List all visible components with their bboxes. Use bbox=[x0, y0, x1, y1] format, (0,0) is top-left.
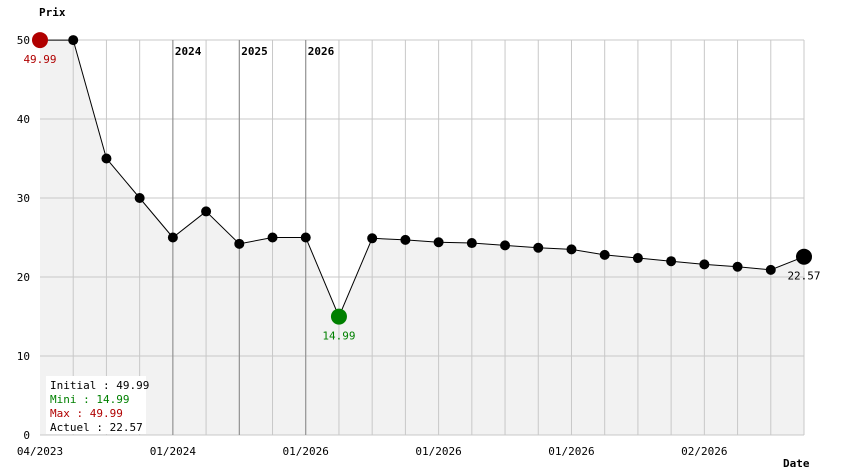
point bbox=[699, 259, 710, 270]
x-tick-label: 01/2024 bbox=[150, 445, 197, 458]
stats-text: Actuel : 22.57 bbox=[50, 421, 143, 434]
point bbox=[732, 261, 743, 272]
x-tick-label: 02/2026 bbox=[681, 445, 727, 458]
point bbox=[666, 256, 677, 267]
point bbox=[400, 234, 411, 245]
stats-box bbox=[46, 376, 146, 434]
point bbox=[632, 253, 643, 264]
point bbox=[167, 232, 178, 243]
point bbox=[433, 237, 444, 248]
data-label: 49.99 bbox=[23, 53, 56, 66]
point bbox=[566, 244, 577, 255]
y-axis-label: Prix bbox=[39, 6, 66, 19]
data-label: 22.57 bbox=[787, 270, 820, 283]
point bbox=[500, 240, 511, 251]
stats-text: Mini : 14.99 bbox=[50, 393, 129, 406]
data-label: 14.99 bbox=[322, 330, 355, 343]
point bbox=[101, 153, 112, 164]
highlight-point bbox=[796, 248, 812, 265]
x-tick-label: 01/2026 bbox=[283, 445, 329, 458]
point bbox=[367, 233, 378, 244]
y-tick-label: 50 bbox=[17, 34, 30, 47]
y-tick-label: 20 bbox=[17, 271, 30, 284]
x-tick-label: 01/2026 bbox=[415, 445, 461, 458]
y-tick-label: 0 bbox=[23, 429, 30, 442]
area-fill bbox=[40, 40, 804, 435]
point bbox=[68, 35, 79, 46]
point bbox=[300, 232, 311, 243]
point bbox=[466, 238, 477, 249]
price-line bbox=[40, 39, 805, 318]
point bbox=[533, 242, 544, 253]
point bbox=[765, 264, 776, 275]
point bbox=[134, 193, 145, 203]
highlight-point bbox=[330, 308, 347, 325]
y-tick-label: 40 bbox=[17, 113, 30, 126]
x-tick-label: 01/2026 bbox=[548, 445, 594, 458]
x-axis-label: Date bbox=[783, 457, 810, 470]
x-tick-label: 04/2023 bbox=[17, 445, 63, 458]
y-tick-label: 10 bbox=[17, 350, 30, 363]
year-label: 2026 bbox=[308, 45, 335, 58]
stats-text: Max : 49.99 bbox=[50, 407, 123, 420]
highlight-point bbox=[32, 32, 48, 49]
point bbox=[201, 206, 212, 217]
point bbox=[599, 249, 610, 260]
year-label: 2025 bbox=[241, 45, 268, 58]
stats-text: Initial : 49.99 bbox=[50, 379, 149, 392]
point bbox=[234, 238, 245, 249]
y-tick-label: 30 bbox=[17, 192, 30, 205]
year-label: 2024 bbox=[175, 45, 202, 58]
point bbox=[267, 232, 278, 243]
